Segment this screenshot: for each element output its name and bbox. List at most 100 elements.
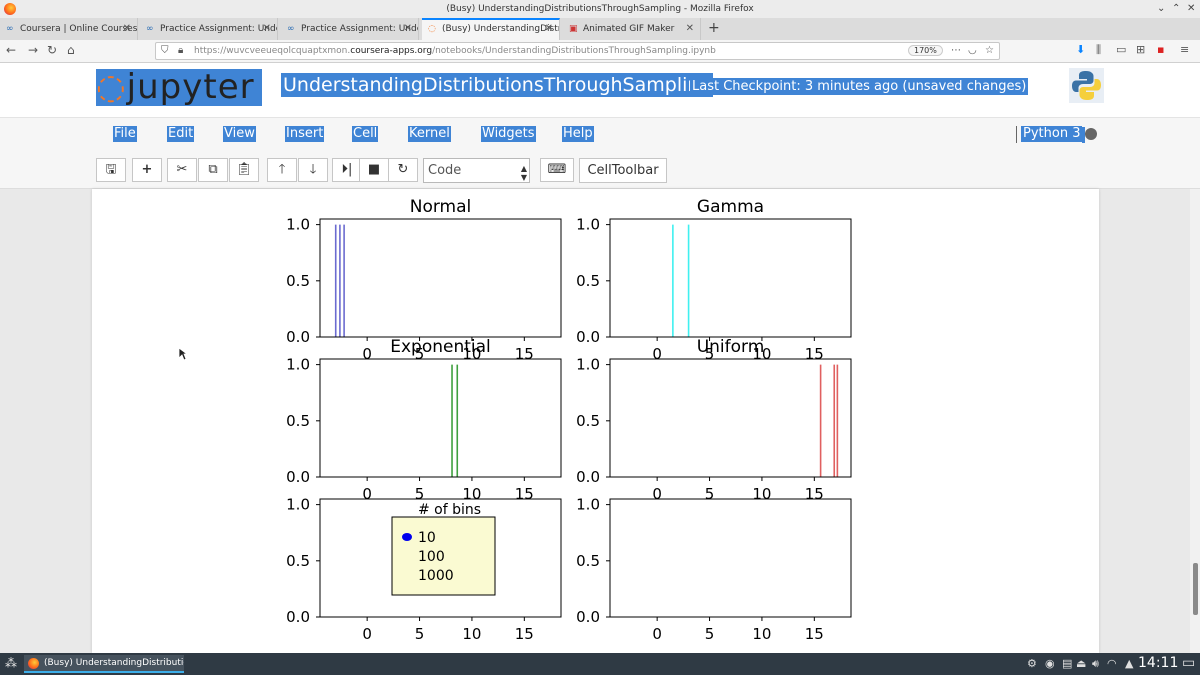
reload-icon[interactable]: ↻ (47, 43, 58, 57)
x-tick-label: 10 (462, 485, 481, 503)
radio-option-100: 100 (418, 549, 445, 565)
back-icon[interactable]: ← (6, 43, 17, 57)
tab-close-icon[interactable]: ✕ (262, 23, 271, 34)
wifi-tray-icon[interactable]: ◠ (1107, 657, 1117, 670)
run-button[interactable]: ⏵| (332, 158, 362, 182)
zoom-level[interactable]: 170% (908, 45, 943, 56)
library-icon[interactable]: ⫼ (1096, 43, 1102, 56)
volume-tray-icon[interactable]: 🔊︎ (1092, 657, 1099, 670)
cell-type-value: Code (428, 163, 462, 178)
y-tick-label: 0.5 (576, 552, 600, 570)
menu-edit[interactable]: Edit (167, 126, 195, 142)
tab-close-icon[interactable]: ✕ (122, 23, 131, 34)
y-tick-label: 1.0 (286, 496, 310, 514)
url-path: /notebooks/UnderstandingDistributionsThr… (432, 46, 716, 56)
menu-help[interactable]: Help (562, 126, 594, 142)
paste-button[interactable]: 📋︎ (229, 158, 259, 182)
save-button[interactable]: 🖫︎ (96, 158, 126, 182)
tab-close-icon[interactable]: ✕ (685, 23, 694, 34)
menu-insert[interactable]: Insert (285, 126, 325, 142)
tab-notebook[interactable]: ◌ (Busy) UnderstandingDistributions✕ (422, 18, 560, 40)
bookmark-star-icon[interactable]: ☆ (985, 45, 994, 56)
y-tick-label: 0.0 (286, 608, 310, 626)
menu-icon[interactable]: ≡ (1180, 43, 1190, 56)
addon-icon[interactable]: ▪ (1157, 43, 1165, 56)
shield-icon[interactable]: ⛉ (161, 45, 169, 56)
tab-practice-1[interactable]: ∞ Practice Assignment: Understanding✕ (140, 18, 278, 40)
menu-widgets[interactable]: Widgets (481, 126, 536, 142)
menu-file[interactable]: File (113, 126, 137, 142)
tab-strip: ∞ Coursera | Online Courses ✕ ∞ Practice As… (0, 18, 1200, 40)
cut-button[interactable]: ✂ (167, 158, 197, 182)
celltoolbar-button[interactable]: CellToolbar (579, 158, 667, 183)
menu-kernel[interactable]: Kernel (408, 126, 451, 142)
new-tab-icon[interactable]: + (708, 20, 720, 36)
histogram-bar (334, 224, 337, 337)
firefox-logo-icon (4, 3, 16, 15)
insert-cell-button[interactable]: + (132, 158, 162, 182)
clock: 14:11 (1138, 655, 1179, 671)
x-tick-label: 5 (705, 625, 715, 643)
page-actions-icon[interactable]: ⋯ (951, 45, 961, 56)
tab-practice-2[interactable]: ∞ Practice Assignment: Understanding✕ (281, 18, 419, 40)
url-bar[interactable]: ⛉ 🔒︎ https://wuvcveeueqolcquaptxmon.cour… (155, 42, 1000, 60)
subplot-title: Exponential (390, 337, 491, 357)
checkpoint-status: Last Checkpoint: 3 minutes ago (unsaved … (690, 78, 1029, 95)
kernel-selection-bar (1082, 127, 1085, 143)
coursera-icon: ∞ (287, 24, 295, 34)
lock-icon[interactable]: 🔒︎ (178, 45, 184, 56)
x-tick-label: 5 (415, 625, 425, 643)
downloads-icon[interactable]: ⬇ (1076, 43, 1086, 56)
histogram-bar (343, 224, 345, 337)
move-down-button[interactable]: 🡓 (298, 158, 328, 182)
menu-view[interactable]: View (223, 126, 256, 142)
pocket-icon[interactable]: ◡ (968, 45, 977, 56)
move-up-button[interactable]: 🡑 (267, 158, 297, 182)
usb-tray-icon[interactable]: ⏏ (1076, 657, 1087, 670)
reader-icon[interactable]: ⊞ (1136, 43, 1146, 56)
minimize-icon[interactable]: ⌄ (1157, 3, 1166, 14)
y-tick-label: 1.0 (286, 216, 310, 234)
forward-icon[interactable]: → (28, 43, 39, 57)
menu-cell[interactable]: Cell (352, 126, 379, 142)
jupyter-logo[interactable]: ◌jupyter (96, 69, 262, 106)
radio-option-1000: 1000 (418, 568, 454, 584)
clipboard-tray-icon[interactable]: ▤ (1062, 657, 1073, 670)
desktop-icon[interactable]: ▭ (1182, 655, 1196, 671)
taskbar-task-firefox[interactable]: (Busy) UnderstandingDistribution... (24, 655, 184, 673)
copy-button[interactable]: ⧉ (198, 158, 228, 182)
close-icon[interactable]: ✕ (1187, 3, 1196, 14)
url-text: https://wuvcveeueqolcquaptxmon.coursera-… (194, 46, 716, 56)
x-tick-label: 15 (515, 485, 534, 503)
x-tick-label: 0 (652, 625, 662, 643)
histogram-bar (687, 224, 690, 337)
sidebar-icon[interactable]: ▭ (1116, 43, 1127, 56)
steam-tray-icon[interactable]: ◉ (1045, 657, 1055, 670)
tab-close-icon[interactable]: ✕ (403, 23, 412, 34)
tray-expand-icon[interactable]: ▲ (1125, 657, 1134, 670)
restart-button[interactable]: ↻ (388, 158, 418, 182)
x-tick-label: 0 (362, 345, 372, 363)
command-palette-button[interactable]: ⌨ (540, 158, 574, 182)
subplot-panel-6: 0.0 0.5 1.0 0 5 10 15 (576, 496, 852, 643)
axes-frame (609, 218, 852, 338)
kernel-name: Python 3 (1021, 126, 1083, 142)
tab-close-icon[interactable]: ✕ (544, 23, 553, 34)
tab-coursera[interactable]: ∞ Coursera | Online Courses ✕ (0, 18, 138, 40)
coursera-icon: ∞ (146, 24, 154, 34)
app-launcher-icon[interactable]: ⁂ (5, 656, 17, 670)
tab-gif-maker[interactable]: ▣ Animated GIF Maker ✕ (563, 18, 701, 40)
y-tick-label: 0.0 (576, 468, 600, 486)
maximize-icon[interactable]: ⌃ (1172, 3, 1181, 14)
x-tick-label: 10 (752, 625, 771, 643)
window-title: (Busy) UnderstandingDistributionsThrough… (446, 4, 754, 14)
cell-type-select[interactable]: Code ▲ ▼ (423, 158, 530, 183)
x-tick-label: 10 (462, 625, 481, 643)
home-icon[interactable]: ⌂ (67, 43, 75, 57)
x-tick-label: 15 (515, 345, 534, 363)
scrollbar[interactable] (1190, 189, 1200, 653)
url-prefix: https://wuvcveeueqolcquaptxmon. (194, 46, 351, 56)
settings-tray-icon[interactable]: ⚙ (1027, 657, 1037, 670)
notebook-name[interactable]: UnderstandingDistributionsThroughSamplin… (281, 73, 714, 97)
scrollbar-thumb[interactable] (1193, 563, 1198, 615)
